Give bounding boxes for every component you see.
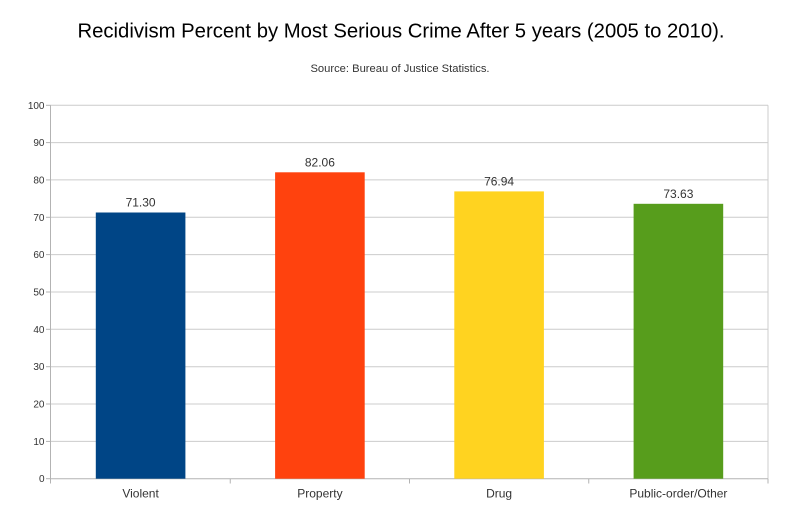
svg-text:Property: Property: [297, 486, 342, 500]
svg-text:Recidivism Percent by Most Ser: Recidivism Percent by Most Serious Crime…: [77, 21, 724, 43]
svg-text:Drug: Drug: [486, 486, 512, 500]
svg-text:80: 80: [33, 175, 45, 186]
svg-text:10: 10: [33, 437, 45, 448]
svg-text:73.63: 73.63: [663, 187, 693, 201]
svg-text:71.30: 71.30: [126, 196, 156, 210]
svg-text:20: 20: [33, 400, 45, 411]
svg-text:60: 60: [33, 250, 45, 261]
svg-text:76.94: 76.94: [484, 174, 514, 188]
svg-text:70: 70: [33, 213, 45, 224]
svg-text:50: 50: [33, 288, 45, 299]
svg-text:Public-order/Other: Public-order/Other: [629, 486, 727, 500]
svg-text:40: 40: [33, 325, 45, 336]
svg-text:30: 30: [33, 362, 45, 373]
svg-text:Source: Bureau of Justice Stat: Source: Bureau of Justice Statistics.: [310, 63, 489, 75]
svg-text:100: 100: [28, 101, 45, 112]
svg-text:90: 90: [33, 138, 45, 149]
svg-text:0: 0: [39, 474, 45, 485]
svg-text:82.06: 82.06: [305, 155, 335, 169]
svg-text:Violent: Violent: [122, 486, 159, 500]
